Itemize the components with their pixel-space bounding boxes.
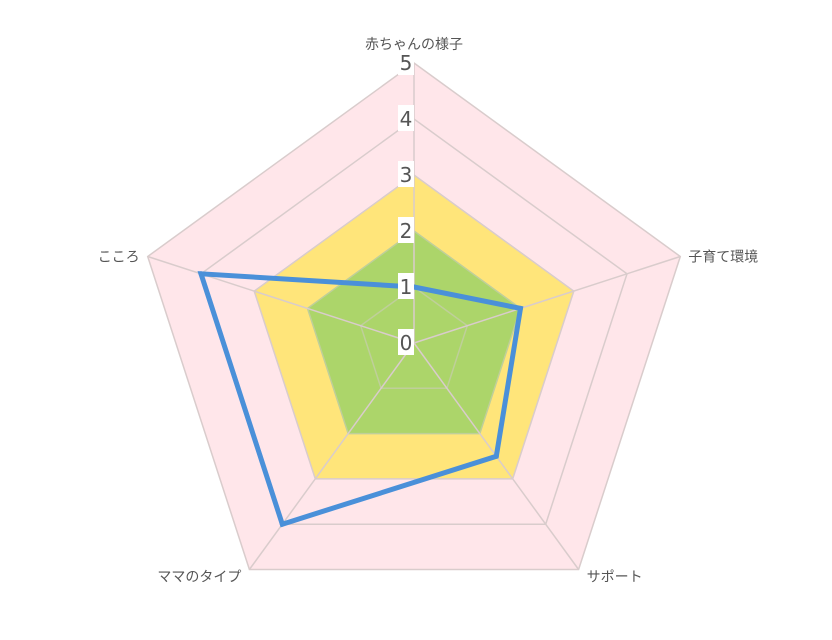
spoke-5 (147, 255, 415, 344)
spoke-4 (248, 342, 415, 570)
tick-bg-3 (398, 161, 414, 187)
band-3-5 (147, 63, 681, 570)
series-point-4 (279, 521, 285, 527)
grid-ring-2 (306, 230, 522, 435)
tick-label-0: 0 (400, 331, 413, 355)
axis-label-4: ママのタイプ (157, 570, 241, 586)
tick-label-3: 3 (400, 163, 413, 187)
radar-grid (146, 62, 682, 571)
series-point-2 (518, 305, 523, 311)
tick-label-1: 1 (400, 275, 413, 299)
series-point-5 (198, 271, 204, 277)
axis-label-3: サポート (587, 570, 643, 586)
grid-ring-5 (146, 62, 682, 571)
axis-label-5: こころ (98, 250, 140, 266)
grid-ring-1 (359, 286, 469, 390)
series-point-3 (493, 453, 499, 459)
radar-ticks: 0 1 2 3 4 5 (398, 49, 414, 355)
axis-label-1: 赤ちゃんの様子 (365, 37, 463, 53)
tick-bg-1 (398, 273, 414, 299)
tick-label-2: 2 (400, 219, 413, 243)
spoke-2 (413, 255, 681, 344)
tick-label-4: 4 (400, 107, 413, 131)
tick-bg-0 (398, 329, 414, 355)
series-line-1 (197, 271, 524, 528)
axis-label-2: 子育て環境 (688, 250, 758, 266)
grid-ring-4 (200, 118, 628, 525)
tick-bg-2 (398, 217, 414, 243)
band-2-3 (254, 175, 574, 479)
tick-bg-5 (398, 49, 414, 75)
tick-bg-4 (398, 105, 414, 131)
tick-label-5: 5 (400, 51, 413, 75)
grid-ring-3 (253, 174, 575, 480)
